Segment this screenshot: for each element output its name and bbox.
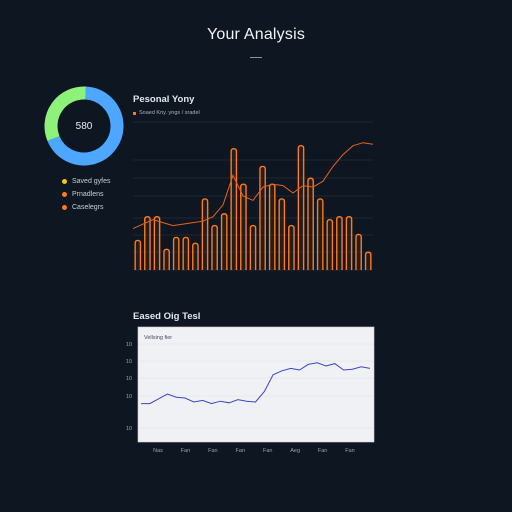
legend-item: Saved gyfes [62,175,111,188]
x-tick-label: Aeg [290,448,300,454]
bar [268,183,276,270]
line-chart-title: Eased Oig Tesl [133,311,201,322]
legend-label: Soaed Kny. yngs / sradel [139,110,200,116]
x-tick-label: Fan [345,448,354,454]
y-tick-label: 10 [126,359,132,365]
bar [211,224,218,270]
bar [134,239,142,270]
bar-line-chart [132,121,374,271]
x-tick-label: Fan [236,448,245,454]
legend-label: Prnadlens [72,191,104,198]
legend-swatch [62,205,67,210]
plot-area [137,326,375,443]
legend-item: Prnadlens [62,188,111,201]
bar [144,216,151,270]
bar [259,165,266,270]
bar [192,242,199,270]
donut-legend: Saved gyfes Prnadlens Caselegrs [62,175,111,214]
bar-chart-legend: Soaed Kny. yngs / sradel [133,110,200,116]
x-tick-label: Fan [181,448,190,454]
bar [278,198,286,270]
donut-segment [44,86,86,142]
legend-swatch [62,179,67,184]
bar [336,216,343,270]
trend-line [132,142,374,230]
y-tick-label: 10 [126,376,132,382]
y-tick-label: 10 [126,342,132,348]
plot-legend-label: Vellsing fier [144,335,172,341]
x-tick-label: Nas [153,448,163,454]
y-tick-label: 10 [126,394,132,400]
bar [230,147,238,270]
line-chart: Vellsing fier 10 10 10 10 10 Nas Fan Fan Fan Fan Ae… [126,326,375,454]
donut-center-value: 580 [75,120,93,132]
bar [172,236,180,270]
series-line [141,362,371,405]
bar [345,216,353,270]
donut-chart [44,86,124,166]
legend-item: Caselegrs [62,201,111,214]
y-tick-label: 10 [126,426,132,432]
bar [326,218,334,270]
bar [288,224,295,270]
bar [355,233,362,270]
legend-swatch [62,192,67,197]
title-underline [250,57,262,58]
bar [240,183,247,270]
bar [249,224,257,270]
x-tick-label: Fan [208,448,217,454]
bar [220,213,228,270]
x-tick-label: Fan [263,448,272,454]
page-title: Your Analysis [206,26,306,43]
bar [201,198,209,270]
bar-chart-title: Pesonal Yony [133,94,195,105]
legend-label: Caselegrs [72,204,104,211]
bar [182,236,190,270]
donut-segment [47,86,124,166]
bar [364,251,372,270]
bar [316,198,324,270]
legend-label: Saved gyfes [72,178,111,185]
bar [297,144,305,270]
bar [153,216,161,270]
bar [307,177,314,270]
bar [163,248,170,270]
x-tick-label: Fan [318,448,327,454]
legend-swatch [133,111,136,115]
